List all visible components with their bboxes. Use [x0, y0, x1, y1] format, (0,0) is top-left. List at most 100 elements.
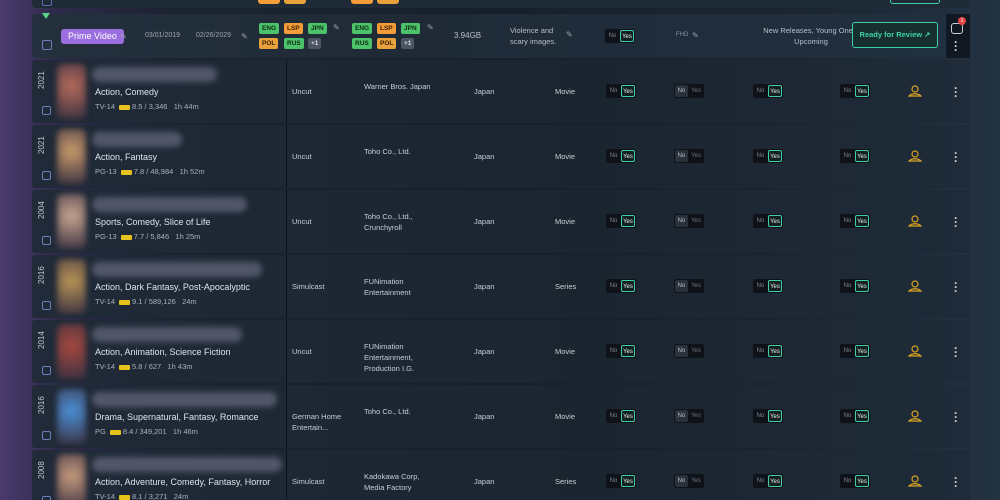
table-row[interactable]: 2021 Action, Comedy TV-14 8.5 / 3,346 1h …: [32, 60, 970, 123]
expand-arrow-icon[interactable]: [42, 13, 50, 19]
toggle-switch[interactable]: No Yes: [753, 149, 783, 163]
pencil-icon[interactable]: ✎: [120, 32, 127, 41]
toggle-switch[interactable]: No Yes: [840, 279, 870, 293]
toggle-no[interactable]: No: [843, 478, 852, 484]
toggle-no[interactable]: No: [756, 413, 765, 419]
row-checkbox[interactable]: [42, 40, 52, 50]
row-checkbox[interactable]: [42, 0, 52, 6]
row-checkbox[interactable]: [42, 106, 51, 115]
award-icon[interactable]: [908, 474, 922, 488]
more-langs-dropdown[interactable]: +1: [401, 38, 415, 49]
toggle-yes[interactable]: Yes: [855, 215, 869, 227]
kebab-icon[interactable]: · · ·: [954, 471, 958, 493]
toggle-no[interactable]: No: [609, 283, 618, 289]
toggle-no[interactable]: No: [843, 413, 852, 419]
toggle-yes[interactable]: Yes: [768, 410, 782, 422]
table-row[interactable]: 2016 Action, Dark Fantasy, Post-Apocalyp…: [32, 255, 970, 318]
pencil-icon[interactable]: ✎: [692, 31, 699, 40]
toggle-no[interactable]: No: [675, 345, 688, 357]
award-icon[interactable]: [908, 344, 922, 358]
poster-thumbnail[interactable]: [57, 194, 86, 249]
toggle-no[interactable]: No: [609, 348, 618, 354]
poster-thumbnail[interactable]: [57, 454, 86, 500]
kebab-icon[interactable]: · · ·: [954, 406, 958, 428]
toggle-yes[interactable]: Yes: [691, 218, 701, 224]
award-icon[interactable]: [908, 84, 922, 98]
toggle-switch[interactable]: No Yes: [753, 344, 783, 358]
toggle-no[interactable]: No: [675, 280, 688, 292]
toggle-yes[interactable]: Yes: [855, 475, 869, 487]
toggle-yes[interactable]: Yes: [768, 475, 782, 487]
toggle-switch[interactable]: No Yes: [753, 409, 783, 423]
toggle-switch[interactable]: No Yes: [840, 409, 870, 423]
toggle-switch[interactable]: No Yes: [753, 474, 783, 488]
toggle-yes[interactable]: Yes: [691, 283, 701, 289]
toggle-yes[interactable]: Yes: [691, 413, 701, 419]
table-row[interactable]: 2014 Action, Animation, Science Fiction …: [32, 320, 970, 383]
toggle-no[interactable]: No: [756, 153, 765, 159]
toggle-no[interactable]: No: [843, 88, 852, 94]
toggle-switch[interactable]: No Yes: [606, 474, 636, 488]
toggle-no[interactable]: No: [609, 153, 618, 159]
toggle-yes[interactable]: Yes: [855, 280, 869, 292]
kebab-icon[interactable]: · · ·: [954, 341, 958, 363]
row-checkbox[interactable]: [42, 171, 51, 180]
toggle-switch[interactable]: No Yes: [753, 214, 783, 228]
toggle-yes[interactable]: Yes: [621, 215, 635, 227]
toggle-switch[interactable]: No Yes: [840, 344, 870, 358]
ready-for-review-button[interactable]: Ready for Review ↗: [852, 22, 938, 48]
toggle-yes[interactable]: Yes: [691, 348, 701, 354]
kebab-icon[interactable]: · · ·: [954, 276, 958, 298]
toggle-no[interactable]: No: [843, 153, 852, 159]
toggle-no[interactable]: No: [608, 33, 617, 39]
poster-thumbnail[interactable]: [57, 324, 86, 379]
toggle-switch[interactable]: No Yes: [606, 84, 636, 98]
toggle-yes[interactable]: Yes: [855, 150, 869, 162]
award-icon[interactable]: [908, 279, 922, 293]
pencil-icon[interactable]: ✎: [566, 30, 573, 39]
toggle-no[interactable]: No: [675, 85, 688, 97]
toggle-no[interactable]: No: [843, 218, 852, 224]
table-row[interactable]: 2008 Action, Adventure, Comedy, Fantasy,…: [32, 450, 970, 500]
toggle-switch[interactable]: No Yes: [840, 474, 870, 488]
toggle-no[interactable]: No: [609, 88, 618, 94]
toggle-yes[interactable]: Yes: [621, 475, 635, 487]
table-row[interactable]: 2016 Drama, Supernatural, Fantasy, Roman…: [32, 385, 970, 448]
toggle-no[interactable]: No: [675, 215, 688, 227]
toggle-yes[interactable]: Yes: [620, 30, 634, 42]
toggle-switch[interactable]: No Yes: [606, 149, 636, 163]
toggle-switch[interactable]: No Yes: [753, 84, 783, 98]
row-checkbox[interactable]: [42, 301, 51, 310]
pencil-icon[interactable]: ✎: [333, 23, 340, 32]
more-langs-dropdown[interactable]: +1: [308, 38, 322, 49]
toggle-no[interactable]: No: [609, 413, 618, 419]
review-button[interactable]: [890, 0, 940, 4]
toggle-switch[interactable]: No Yes: [674, 409, 704, 423]
toggle-switch[interactable]: No Yes: [840, 149, 870, 163]
toggle-no[interactable]: No: [609, 218, 618, 224]
toggle-yes[interactable]: Yes: [855, 85, 869, 97]
toggle-yes[interactable]: Yes: [691, 478, 701, 484]
row-checkbox[interactable]: [42, 431, 51, 440]
pencil-icon[interactable]: ✎: [427, 23, 434, 32]
provider-badge[interactable]: Prime Video: [61, 29, 124, 44]
toggle-switch[interactable]: No Yes: [674, 474, 704, 488]
toggle-switch[interactable]: No Yes: [840, 84, 870, 98]
toggle-yes[interactable]: Yes: [621, 150, 635, 162]
message-icon[interactable]: [951, 23, 963, 34]
toggle-switch[interactable]: No Yes: [674, 279, 704, 293]
toggle-no[interactable]: No: [756, 478, 765, 484]
toggle-switch[interactable]: No Yes: [606, 344, 636, 358]
poster-thumbnail[interactable]: [57, 389, 86, 444]
award-icon[interactable]: [908, 409, 922, 423]
toggle-no[interactable]: No: [756, 218, 765, 224]
toggle-no[interactable]: No: [609, 478, 618, 484]
toggle-switch[interactable]: No Yes: [674, 84, 704, 98]
pencil-icon[interactable]: ✎: [241, 32, 248, 41]
toggle-yes[interactable]: Yes: [691, 153, 701, 159]
toggle-no[interactable]: No: [675, 475, 688, 487]
toggle-no[interactable]: No: [843, 348, 852, 354]
table-row[interactable]: 2021 Action, Fantasy PG-13 7.8 / 48,984 1…: [32, 125, 970, 188]
kebab-icon[interactable]: · · ·: [954, 211, 958, 233]
toggle-yes[interactable]: Yes: [768, 215, 782, 227]
